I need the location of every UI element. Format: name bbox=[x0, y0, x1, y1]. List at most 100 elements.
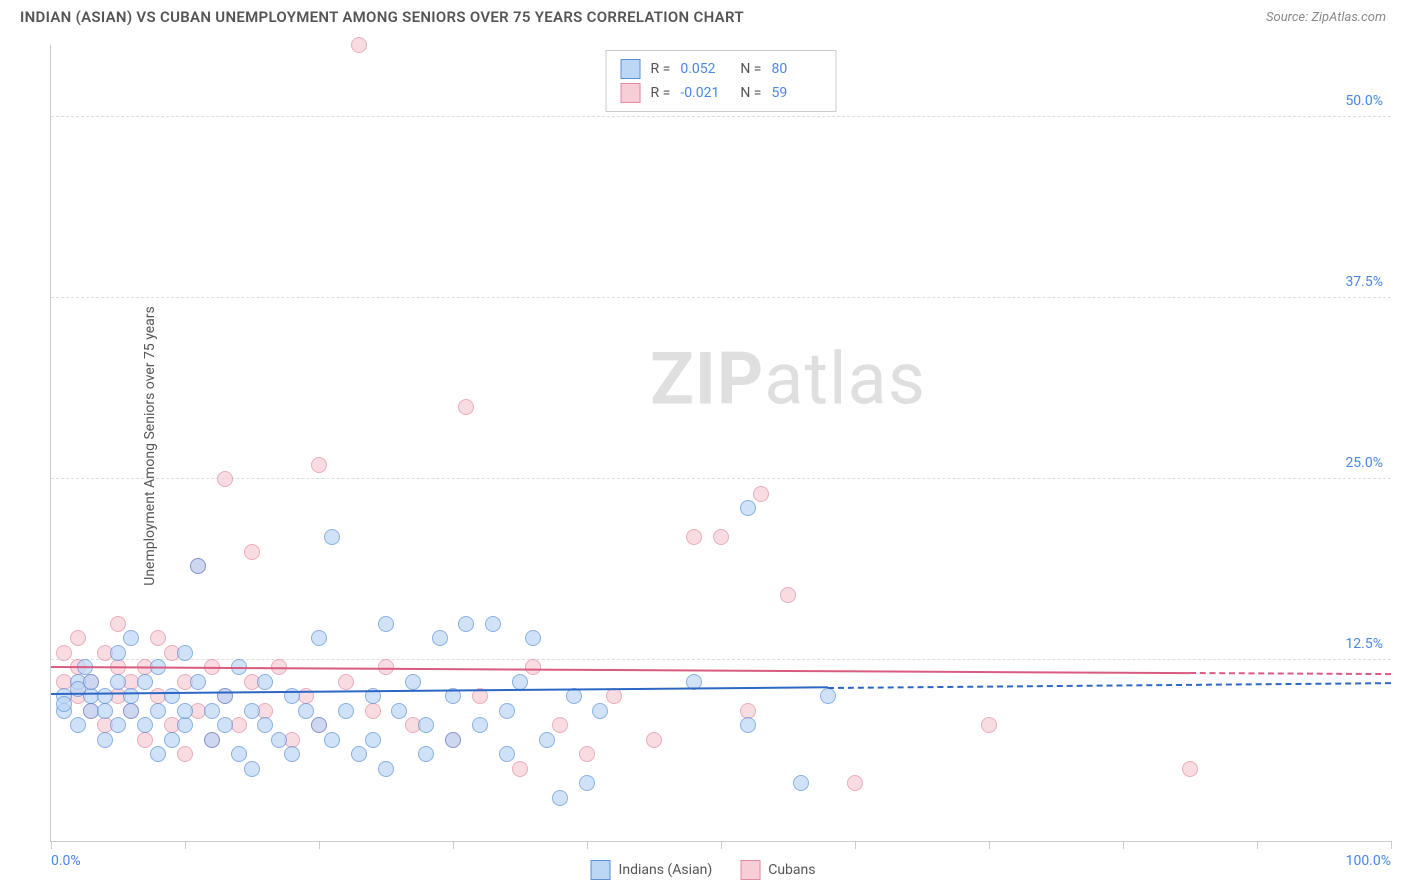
correlation-stats-box: R = 0.052 N = 80 R = -0.021 N = 59 bbox=[606, 50, 837, 112]
x-tick bbox=[989, 841, 990, 849]
data-point-indian bbox=[177, 717, 193, 733]
data-point-cuban bbox=[753, 486, 769, 502]
data-point-indian bbox=[164, 732, 180, 748]
data-point-indian bbox=[579, 775, 595, 791]
data-point-cuban bbox=[70, 630, 86, 646]
data-point-cuban bbox=[365, 703, 381, 719]
data-point-indian bbox=[391, 703, 407, 719]
y-tick-label: 25.0% bbox=[1345, 455, 1383, 471]
data-point-indian bbox=[244, 703, 260, 719]
data-point-indian bbox=[97, 703, 113, 719]
data-point-cuban bbox=[150, 630, 166, 646]
data-point-indian bbox=[566, 688, 582, 704]
data-point-indian bbox=[298, 703, 314, 719]
data-point-indian bbox=[177, 645, 193, 661]
data-point-indian bbox=[257, 717, 273, 733]
data-point-cuban bbox=[177, 746, 193, 762]
data-point-indian bbox=[458, 616, 474, 632]
regression-line bbox=[1190, 672, 1391, 675]
data-point-indian bbox=[445, 732, 461, 748]
data-point-indian bbox=[338, 703, 354, 719]
data-point-indian bbox=[70, 717, 86, 733]
x-tick bbox=[185, 841, 186, 849]
legend-label: Cubans bbox=[768, 862, 815, 878]
x-tick-label: 100.0% bbox=[1346, 853, 1391, 869]
data-point-cuban bbox=[525, 659, 541, 675]
data-point-indian bbox=[83, 674, 99, 690]
regression-line bbox=[828, 682, 1391, 689]
x-tick bbox=[453, 841, 454, 849]
data-point-indian bbox=[485, 616, 501, 632]
data-point-cuban bbox=[512, 761, 528, 777]
data-point-cuban bbox=[847, 775, 863, 791]
legend-item-indian: Indians (Asian) bbox=[591, 860, 713, 880]
data-point-indian bbox=[257, 674, 273, 690]
data-point-indian bbox=[525, 630, 541, 646]
data-point-cuban bbox=[56, 645, 72, 661]
data-point-indian bbox=[110, 645, 126, 661]
data-point-cuban bbox=[1182, 761, 1198, 777]
y-tick-label: 37.5% bbox=[1345, 274, 1383, 290]
watermark: ZIPatlas bbox=[650, 337, 926, 422]
data-point-indian bbox=[56, 696, 72, 712]
legend-swatch-cuban bbox=[621, 83, 641, 103]
data-point-indian bbox=[351, 746, 367, 762]
stats-row-indian: R = 0.052 N = 80 bbox=[621, 57, 822, 81]
data-point-cuban bbox=[137, 732, 153, 748]
data-point-cuban bbox=[110, 616, 126, 632]
data-point-indian bbox=[324, 732, 340, 748]
data-point-indian bbox=[150, 703, 166, 719]
scatter-plot-area: ZIPatlas R = 0.052 N = 80 R = -0.021 N =… bbox=[50, 45, 1391, 842]
chart-title: INDIAN (ASIAN) VS CUBAN UNEMPLOYMENT AMO… bbox=[20, 8, 744, 26]
data-point-indian bbox=[284, 746, 300, 762]
data-point-cuban bbox=[981, 717, 997, 733]
data-point-indian bbox=[110, 717, 126, 733]
data-point-indian bbox=[740, 717, 756, 733]
x-tick bbox=[721, 841, 722, 849]
data-point-cuban bbox=[338, 674, 354, 690]
y-tick-label: 50.0% bbox=[1345, 93, 1383, 109]
data-point-cuban bbox=[244, 544, 260, 560]
legend-swatch-indian bbox=[621, 59, 641, 79]
data-point-indian bbox=[137, 717, 153, 733]
data-point-cuban bbox=[458, 399, 474, 415]
data-point-indian bbox=[190, 674, 206, 690]
data-point-indian bbox=[418, 717, 434, 733]
data-point-indian bbox=[378, 761, 394, 777]
stats-row-cuban: R = -0.021 N = 59 bbox=[621, 81, 822, 105]
data-point-indian bbox=[592, 703, 608, 719]
data-point-indian bbox=[97, 688, 113, 704]
gridline bbox=[51, 478, 1391, 479]
data-point-indian bbox=[365, 732, 381, 748]
data-point-cuban bbox=[311, 457, 327, 473]
data-point-indian bbox=[793, 775, 809, 791]
data-point-indian bbox=[231, 746, 247, 762]
data-point-indian bbox=[97, 732, 113, 748]
legend-item-cuban: Cubans bbox=[740, 860, 815, 880]
data-point-indian bbox=[311, 717, 327, 733]
data-point-indian bbox=[311, 630, 327, 646]
legend-swatch-cuban bbox=[740, 860, 760, 880]
regression-line bbox=[51, 666, 1190, 674]
legend-label: Indians (Asian) bbox=[619, 862, 713, 878]
data-point-cuban bbox=[351, 37, 367, 53]
x-tick bbox=[51, 841, 52, 849]
x-tick bbox=[587, 841, 588, 849]
data-point-cuban bbox=[606, 688, 622, 704]
data-point-indian bbox=[499, 703, 515, 719]
data-point-indian bbox=[512, 674, 528, 690]
data-point-indian bbox=[190, 558, 206, 574]
data-point-indian bbox=[499, 746, 515, 762]
data-point-indian bbox=[820, 688, 836, 704]
data-point-indian bbox=[405, 674, 421, 690]
data-point-indian bbox=[150, 746, 166, 762]
data-point-indian bbox=[123, 688, 139, 704]
data-point-cuban bbox=[579, 746, 595, 762]
gridline bbox=[51, 659, 1391, 660]
data-point-indian bbox=[740, 500, 756, 516]
data-point-indian bbox=[271, 732, 287, 748]
data-point-cuban bbox=[780, 587, 796, 603]
x-tick bbox=[1391, 841, 1392, 849]
data-point-indian bbox=[324, 529, 340, 545]
data-point-cuban bbox=[217, 471, 233, 487]
